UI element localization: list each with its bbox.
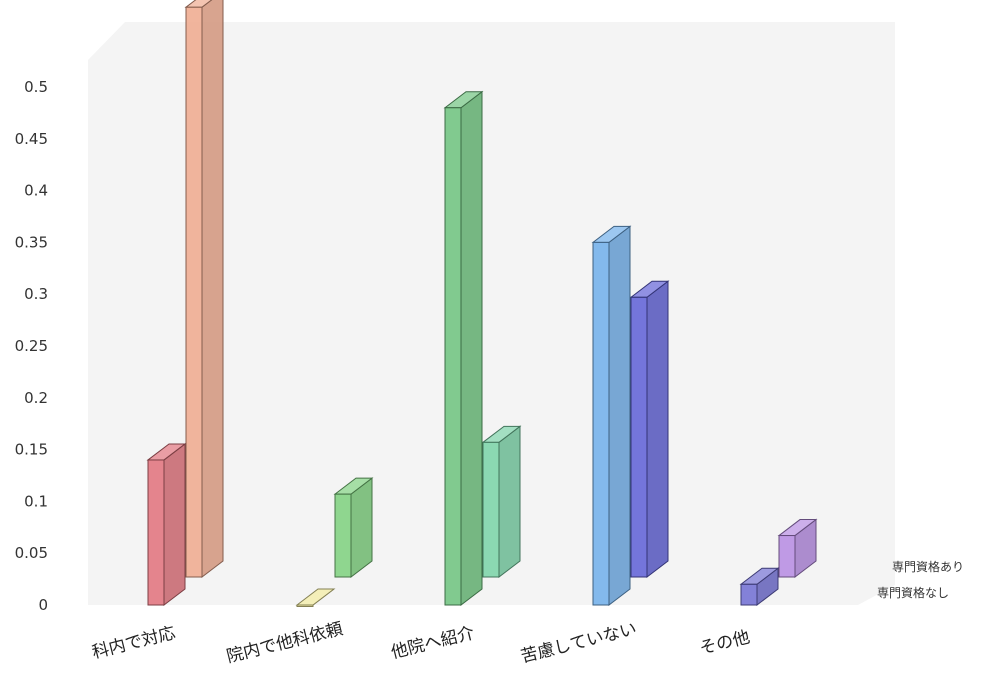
y-tick-label: 0.3 (24, 285, 48, 303)
legend: 専門資格なし 専門資格あり (877, 559, 964, 600)
category-label: 他院へ紹介 (389, 623, 476, 663)
bar-front (334, 493, 352, 578)
bar-front (778, 535, 796, 578)
bar-front (740, 583, 758, 606)
legend-label: 専門資格あり (892, 559, 964, 574)
y-tick-label: 0.15 (15, 441, 48, 459)
bar-front (147, 459, 165, 606)
bar-side (163, 442, 186, 607)
bar-side (646, 280, 669, 579)
bar (481, 425, 522, 579)
x-axis: 科内で対応 院内で他科依頼 他院へ紹介 苦慮していない その他 (90, 619, 752, 667)
y-tick-label: 0.2 (24, 389, 48, 407)
bar (333, 477, 374, 579)
legend-label: 専門資格なし (877, 585, 949, 600)
y-tick-label: 0.5 (24, 78, 48, 96)
bar-side (350, 477, 373, 579)
y-axis: 0 0.05 0.1 0.15 0.2 0.25 0.3 0.35 0.4 0.45 0.5 (15, 78, 48, 614)
bars (146, 0, 818, 607)
bar-side (460, 90, 483, 607)
bar (591, 225, 632, 607)
bar-front (296, 604, 314, 607)
category-label: その他 (698, 627, 752, 659)
bar-side (201, 0, 224, 579)
y-tick-label: 0.1 (24, 492, 48, 510)
y-tick-label: 0 (38, 596, 48, 614)
bar-front (592, 241, 610, 606)
y-tick-label: 0.4 (24, 182, 48, 200)
category-label: 科内で対応 (90, 623, 177, 663)
bar-side (498, 425, 521, 579)
chart-back-wall (88, 22, 895, 605)
bar-front (482, 441, 500, 578)
bar-front (630, 296, 648, 578)
bar (777, 518, 818, 579)
bar (443, 90, 484, 607)
bar-side (608, 225, 631, 607)
y-tick-label: 0.45 (15, 130, 48, 148)
category-label: 苦慮していない (519, 619, 639, 667)
y-tick-label: 0.35 (15, 233, 48, 251)
bar (295, 588, 336, 607)
bar (146, 442, 187, 607)
y-tick-label: 0.25 (15, 337, 48, 355)
bar (739, 567, 780, 607)
bar-front (444, 107, 462, 606)
bar (629, 280, 670, 579)
category-label: 院内で他科依頼 (225, 619, 345, 667)
y-tick-label: 0.05 (15, 544, 48, 562)
bar (184, 0, 224, 579)
bar-front (185, 6, 203, 578)
